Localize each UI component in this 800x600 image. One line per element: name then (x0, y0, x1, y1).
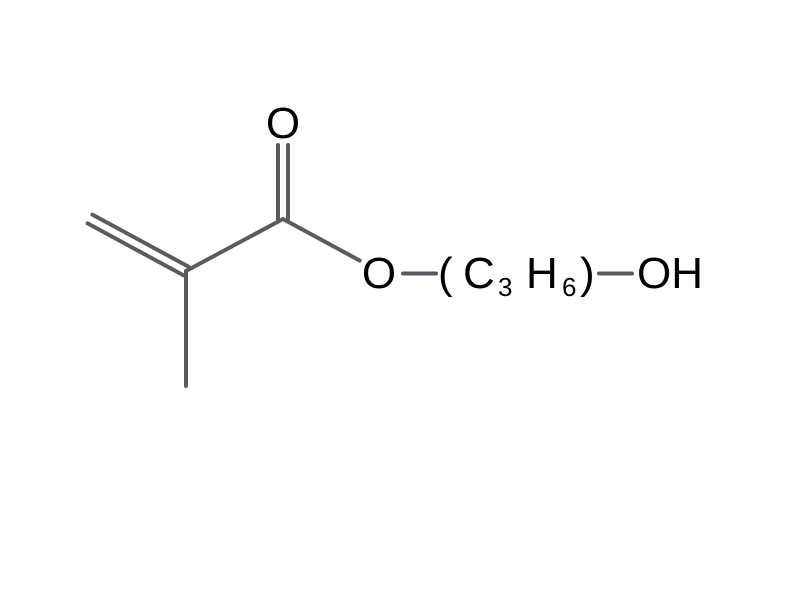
subscript-6-label: 6 (562, 272, 576, 302)
paren-open-label: ( (438, 249, 453, 298)
structure-svg: O O (C3H6) OH (0, 0, 800, 600)
c-label: C (463, 249, 495, 298)
h-label: H (526, 249, 558, 298)
ester-oxygen-label: O (362, 249, 396, 298)
hydroxyl-label: OH (637, 249, 703, 298)
subscript-3-label: 3 (498, 272, 512, 302)
chemical-structure-diagram: O O (C3H6) OH (0, 0, 800, 600)
paren-close-label: ) (580, 249, 595, 298)
carbonyl-oxygen-label: O (266, 99, 300, 148)
